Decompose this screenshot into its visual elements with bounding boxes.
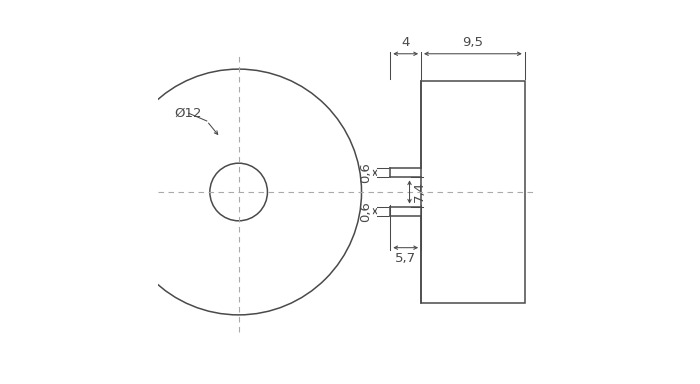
Text: 4: 4 xyxy=(402,36,410,49)
Text: 5,7: 5,7 xyxy=(395,252,416,265)
Bar xyxy=(421,81,525,303)
Text: 0,6: 0,6 xyxy=(359,201,372,222)
Text: 9,5: 9,5 xyxy=(463,36,484,49)
Text: 7,4: 7,4 xyxy=(414,182,426,202)
Text: Ø12: Ø12 xyxy=(174,107,202,120)
Text: 0,6: 0,6 xyxy=(359,162,372,183)
